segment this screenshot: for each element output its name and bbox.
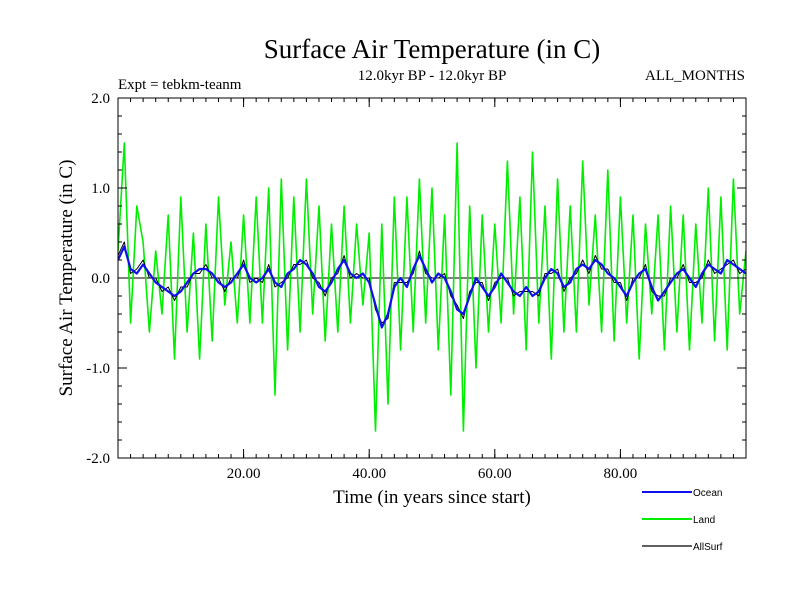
y-tick-label: -2.0	[86, 451, 110, 467]
chart-subtitle: 12.0kyr BP - 12.0kyr BP	[358, 68, 507, 84]
expt-label: Expt = tebkm-teanm	[118, 77, 242, 93]
legend-label-allsurf: AllSurf	[693, 542, 723, 553]
plot-area	[118, 142, 746, 432]
x-tick-label: 80.00	[604, 466, 638, 482]
legend-label-ocean: Ocean	[693, 488, 722, 499]
legend-label-land: Land	[693, 515, 715, 526]
x-tick-label: 20.00	[227, 466, 261, 482]
series-line-land	[118, 142, 746, 432]
series-line-ocean	[118, 245, 746, 329]
y-tick-label: 0.0	[91, 271, 110, 287]
axes: 20.00 40.00 60.00 80.00 2.0 1.0 0.0 -1.0 -2.0	[86, 91, 747, 482]
y-tick-label: 1.0	[91, 181, 110, 197]
months-label: ALL_MONTHS	[645, 68, 745, 84]
series-line-allsurf	[118, 241, 746, 324]
legend: Ocean Land AllSurf	[642, 488, 723, 553]
y-axis-label: Surface Air Temperature (in C)	[56, 160, 77, 397]
chart-title: Surface Air Temperature (in C)	[264, 34, 601, 64]
x-tick-label: 60.00	[478, 466, 512, 482]
x-tick-label: 40.00	[352, 466, 386, 482]
x-axis-label: Time (in years since start)	[333, 487, 531, 508]
y-tick-label: -1.0	[86, 361, 110, 377]
y-tick-label: 2.0	[91, 91, 110, 107]
